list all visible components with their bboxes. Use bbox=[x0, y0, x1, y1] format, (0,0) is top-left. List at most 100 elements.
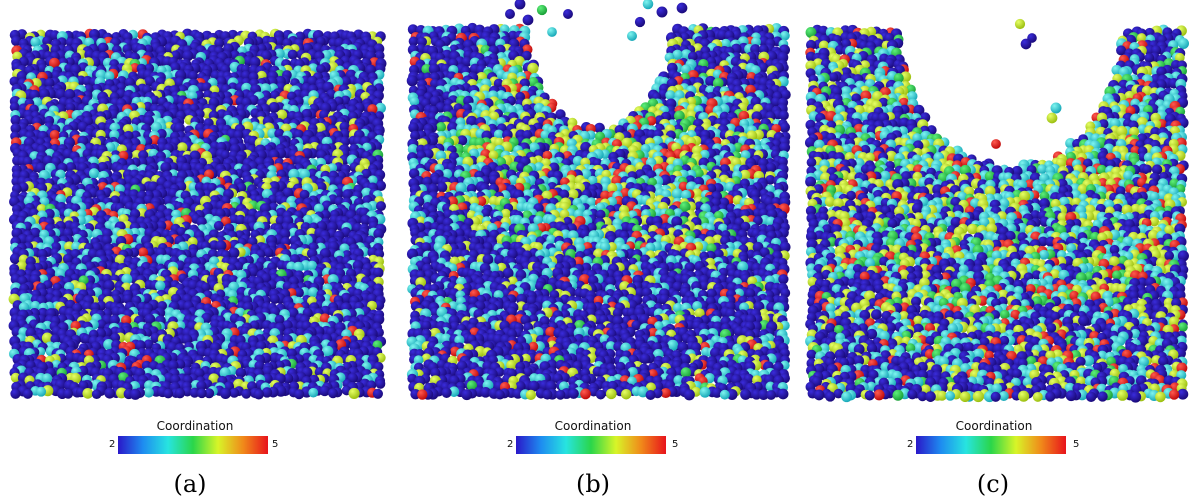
atom-cyan bbox=[308, 287, 319, 298]
atom-blue bbox=[316, 64, 326, 74]
atom-cyan bbox=[751, 36, 761, 47]
atom-blue bbox=[275, 215, 286, 226]
atom-cyan bbox=[409, 96, 420, 107]
atom-blue bbox=[758, 44, 769, 55]
atom-blue bbox=[10, 123, 21, 134]
atom-blue bbox=[9, 253, 21, 265]
atom-blue bbox=[319, 385, 331, 397]
atom-blue bbox=[196, 388, 207, 399]
atom-blue bbox=[182, 50, 194, 62]
atom-blue bbox=[614, 125, 625, 136]
atom-cyan bbox=[665, 90, 676, 101]
atom-blue bbox=[493, 78, 504, 89]
atom-blue bbox=[229, 387, 240, 398]
atom-blue bbox=[687, 51, 698, 62]
atom-cyan bbox=[407, 143, 419, 155]
atom-blue bbox=[779, 142, 791, 153]
atom-cyan bbox=[533, 215, 544, 226]
atom-blue bbox=[340, 76, 352, 87]
atom-blue bbox=[375, 180, 387, 192]
atom-cyan bbox=[121, 273, 133, 285]
atom-blue bbox=[502, 267, 514, 279]
atom-blue bbox=[196, 380, 207, 391]
atom-cyan bbox=[493, 129, 504, 140]
atom-blue bbox=[374, 249, 385, 259]
atom-lime bbox=[348, 387, 360, 399]
atom-cyan bbox=[671, 188, 683, 200]
atom-blue bbox=[360, 214, 371, 226]
atom-red bbox=[367, 104, 378, 115]
atom-blue bbox=[189, 333, 200, 344]
atom-blue bbox=[188, 70, 199, 81]
atom-blue bbox=[340, 292, 352, 304]
atom-blue bbox=[143, 339, 154, 350]
atom-red bbox=[600, 190, 611, 201]
atom-lime bbox=[488, 150, 499, 161]
atom-blue bbox=[671, 216, 683, 228]
atom-blue bbox=[375, 201, 387, 212]
atom-blue bbox=[299, 189, 310, 200]
atom-red bbox=[542, 150, 553, 161]
atom-blue bbox=[595, 209, 606, 220]
atom-cyan bbox=[547, 27, 557, 37]
atom-lime bbox=[276, 109, 288, 121]
atom-blue bbox=[436, 182, 448, 193]
atom-blue bbox=[62, 253, 74, 265]
atom-blue bbox=[44, 78, 55, 88]
atom-blue bbox=[64, 89, 76, 101]
atom-blue bbox=[294, 389, 305, 400]
atom-cyan bbox=[587, 175, 598, 186]
atom-cyan bbox=[322, 345, 334, 357]
atom-green bbox=[536, 4, 548, 16]
atom-blue bbox=[241, 70, 251, 81]
atom-cyan bbox=[292, 261, 304, 273]
atom-blue bbox=[283, 373, 294, 384]
atom-cyan bbox=[699, 149, 710, 160]
atom-blue bbox=[522, 14, 534, 26]
atom-blue bbox=[514, 0, 526, 10]
atom-cyan bbox=[30, 36, 41, 48]
atom-green bbox=[712, 77, 724, 89]
atom-blue bbox=[300, 134, 312, 146]
atom-red bbox=[49, 129, 60, 141]
atom-blue bbox=[215, 240, 227, 252]
atom-cyan bbox=[313, 203, 324, 214]
atom-lime bbox=[70, 372, 82, 384]
atom-red bbox=[319, 313, 331, 324]
colorbar-title: Coordination bbox=[156, 419, 234, 433]
atom-blue bbox=[466, 183, 477, 194]
atom-blue bbox=[466, 115, 478, 127]
atom-blue bbox=[10, 388, 21, 399]
atom-blue bbox=[235, 214, 246, 225]
atom-blue bbox=[143, 115, 155, 127]
atom-blue bbox=[261, 387, 273, 398]
atom-cyan bbox=[30, 300, 41, 311]
atom-blue bbox=[50, 334, 61, 345]
atom-blue bbox=[634, 16, 646, 28]
atom-lime bbox=[527, 62, 539, 74]
atom-lime bbox=[607, 183, 618, 194]
atom-blue bbox=[219, 387, 232, 399]
colorbar-min-label: 2 bbox=[109, 439, 116, 450]
atom-blue bbox=[456, 135, 468, 146]
atom-blue bbox=[521, 50, 532, 61]
atom-blue bbox=[765, 162, 777, 174]
atom-blue bbox=[342, 189, 354, 201]
atom-blue bbox=[307, 75, 318, 87]
atom-red bbox=[646, 115, 657, 126]
panel-label: (a) bbox=[173, 470, 207, 498]
atom-blue bbox=[563, 9, 573, 19]
atom-blue bbox=[408, 36, 419, 47]
atom-blue bbox=[268, 102, 280, 113]
atom-blue bbox=[97, 42, 109, 54]
atom-blue bbox=[656, 6, 668, 18]
atom-blue bbox=[241, 388, 252, 399]
atom-blue bbox=[228, 247, 240, 259]
atom-lime bbox=[739, 169, 751, 181]
atom-blue bbox=[42, 35, 53, 47]
atom-cyan bbox=[36, 386, 47, 397]
atom-blue bbox=[779, 241, 791, 253]
atom-blue bbox=[408, 122, 419, 133]
atom-blue bbox=[339, 121, 350, 132]
atom-green bbox=[674, 110, 685, 122]
